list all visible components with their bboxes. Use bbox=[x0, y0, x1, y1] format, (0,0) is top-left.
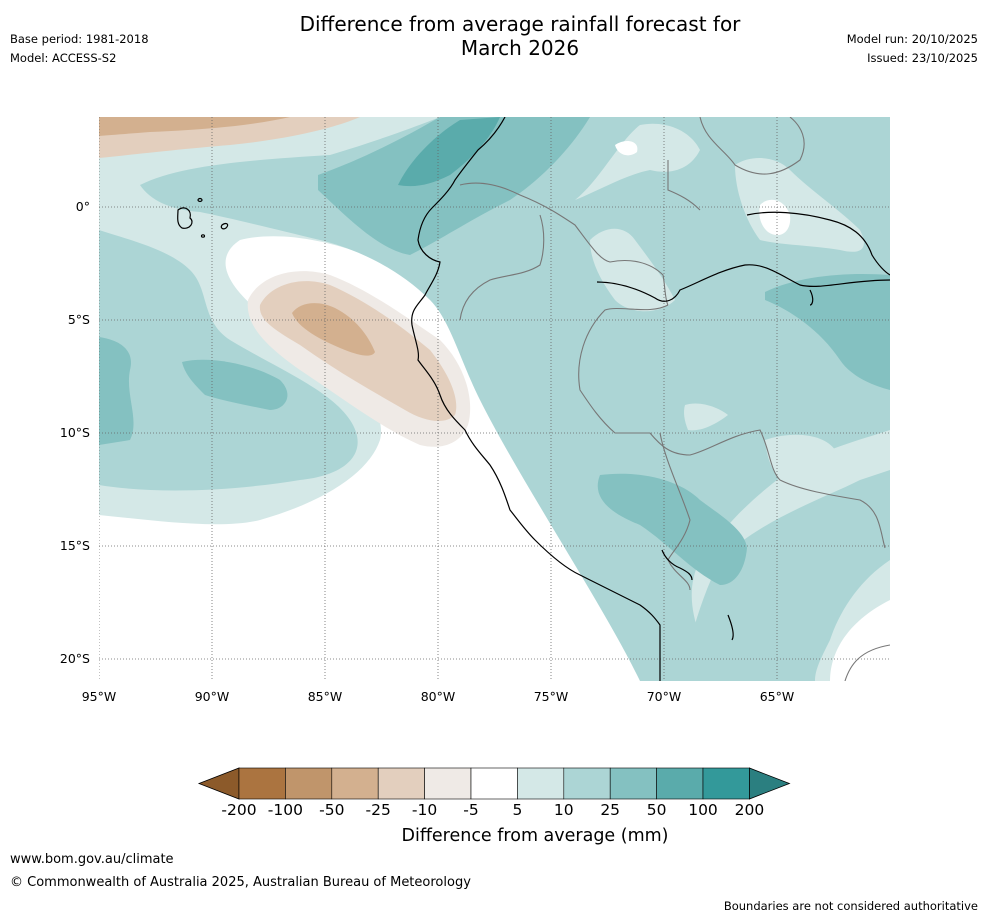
colorbar-title: Difference from average (mm) bbox=[401, 826, 669, 846]
title-line-1: Difference from average rainfall forecas… bbox=[299, 12, 741, 36]
footer-disclaimer: Boundaries are not considered authoritat… bbox=[723, 899, 978, 913]
model-run-label: Model run: 20/10/2025 bbox=[846, 32, 978, 46]
map-title: Difference from average rainfall forecas… bbox=[0, 12, 988, 60]
lat-label-0: 0° bbox=[75, 199, 90, 214]
lon-label-80w: 80°W bbox=[420, 689, 456, 704]
graticule bbox=[99, 117, 890, 681]
colorbar-swatch bbox=[517, 767, 565, 800]
lat-label-20s: 20°S bbox=[59, 651, 90, 666]
colorbar-swatch bbox=[563, 767, 611, 800]
lon-label-65w: 65°W bbox=[759, 689, 795, 704]
colorbar-swatch bbox=[285, 767, 333, 800]
rain-region-interior-5-10-b bbox=[590, 228, 675, 312]
galapagos-islands bbox=[177, 197, 229, 238]
issued-label: Issued: 23/10/2025 bbox=[867, 51, 978, 65]
map-area bbox=[99, 117, 890, 681]
lon-label-85w: 85°W bbox=[307, 689, 343, 704]
colorbar-swatch bbox=[470, 767, 518, 800]
coastline bbox=[411, 117, 890, 681]
colorbar-extend-low bbox=[197, 767, 240, 800]
rain-region-ocean-25-50-b bbox=[182, 359, 288, 410]
colorbar-tick-label: -100 bbox=[267, 801, 303, 819]
rain-region-se-5-10 bbox=[765, 434, 836, 490]
colorbar-swatch bbox=[331, 767, 379, 800]
colorbar-tick-label: -10 bbox=[411, 801, 438, 819]
colorbar-tick-label: 50 bbox=[646, 801, 667, 819]
rain-region-east-25-50 bbox=[765, 273, 890, 390]
rain-region-south-25-50 bbox=[597, 473, 747, 585]
colorbar-tick-label: -50 bbox=[319, 801, 345, 819]
colorbar-swatch bbox=[702, 767, 750, 800]
rain-region-interior-5-10 bbox=[575, 123, 700, 200]
country-borders bbox=[459, 117, 890, 681]
lat-label-15s: 15°S bbox=[59, 538, 90, 553]
lat-label-5s: 5°S bbox=[67, 312, 90, 327]
colorbar-tick-label: 100 bbox=[688, 801, 718, 819]
dry-region-north-25 bbox=[99, 117, 290, 136]
colorbar-tick-label: 10 bbox=[553, 801, 574, 819]
footer-url: www.bom.gov.au/climate bbox=[10, 852, 174, 867]
colorbar-swatch bbox=[656, 767, 704, 800]
lon-label-90w: 90°W bbox=[194, 689, 230, 704]
colorbar bbox=[197, 767, 791, 800]
colorbar-swatch bbox=[377, 767, 425, 800]
colorbar-tick-label: 200 bbox=[734, 801, 765, 819]
colorbar-swatch bbox=[238, 767, 286, 800]
colorbar-tick-label: 5 bbox=[512, 801, 523, 819]
rain-region-ocean-10-25 bbox=[99, 230, 358, 491]
colorbar-swatch bbox=[609, 767, 657, 800]
model-label: Model: ACCESS-S2 bbox=[10, 51, 117, 65]
neutral-region-coast bbox=[99, 236, 690, 681]
dry-region-offshore-25 bbox=[292, 303, 375, 356]
rain-region-north-50-100 bbox=[398, 117, 500, 187]
lon-label-75w: 75°W bbox=[533, 689, 569, 704]
lon-label-70w: 70°W bbox=[646, 689, 682, 704]
colorbar-tick-label: -25 bbox=[365, 801, 391, 819]
neutral-patch-interior bbox=[615, 140, 638, 156]
neutral-region-se bbox=[830, 600, 890, 681]
colorbar-extend-high bbox=[749, 767, 791, 800]
colorbar-swatch bbox=[424, 767, 472, 800]
rain-region-nw-25-50 bbox=[318, 117, 590, 255]
colorbar-tick-label: -200 bbox=[221, 801, 257, 819]
rain-region-mid-5-10 bbox=[684, 403, 728, 431]
neutral-patch-ne bbox=[759, 199, 791, 236]
lon-label-95w: 95°W bbox=[81, 689, 117, 704]
title-line-2: March 2026 bbox=[460, 36, 580, 60]
rain-region-ocean-25-50 bbox=[99, 337, 134, 445]
colorbar-tick-label: -5 bbox=[463, 801, 479, 819]
lat-label-10s: 10°S bbox=[59, 425, 90, 440]
base-period-label: Base period: 1981-2018 bbox=[10, 32, 149, 46]
footer-copyright: © Commonwealth of Australia 2025, Austra… bbox=[10, 875, 471, 890]
colorbar-tick-label: 25 bbox=[600, 801, 621, 819]
